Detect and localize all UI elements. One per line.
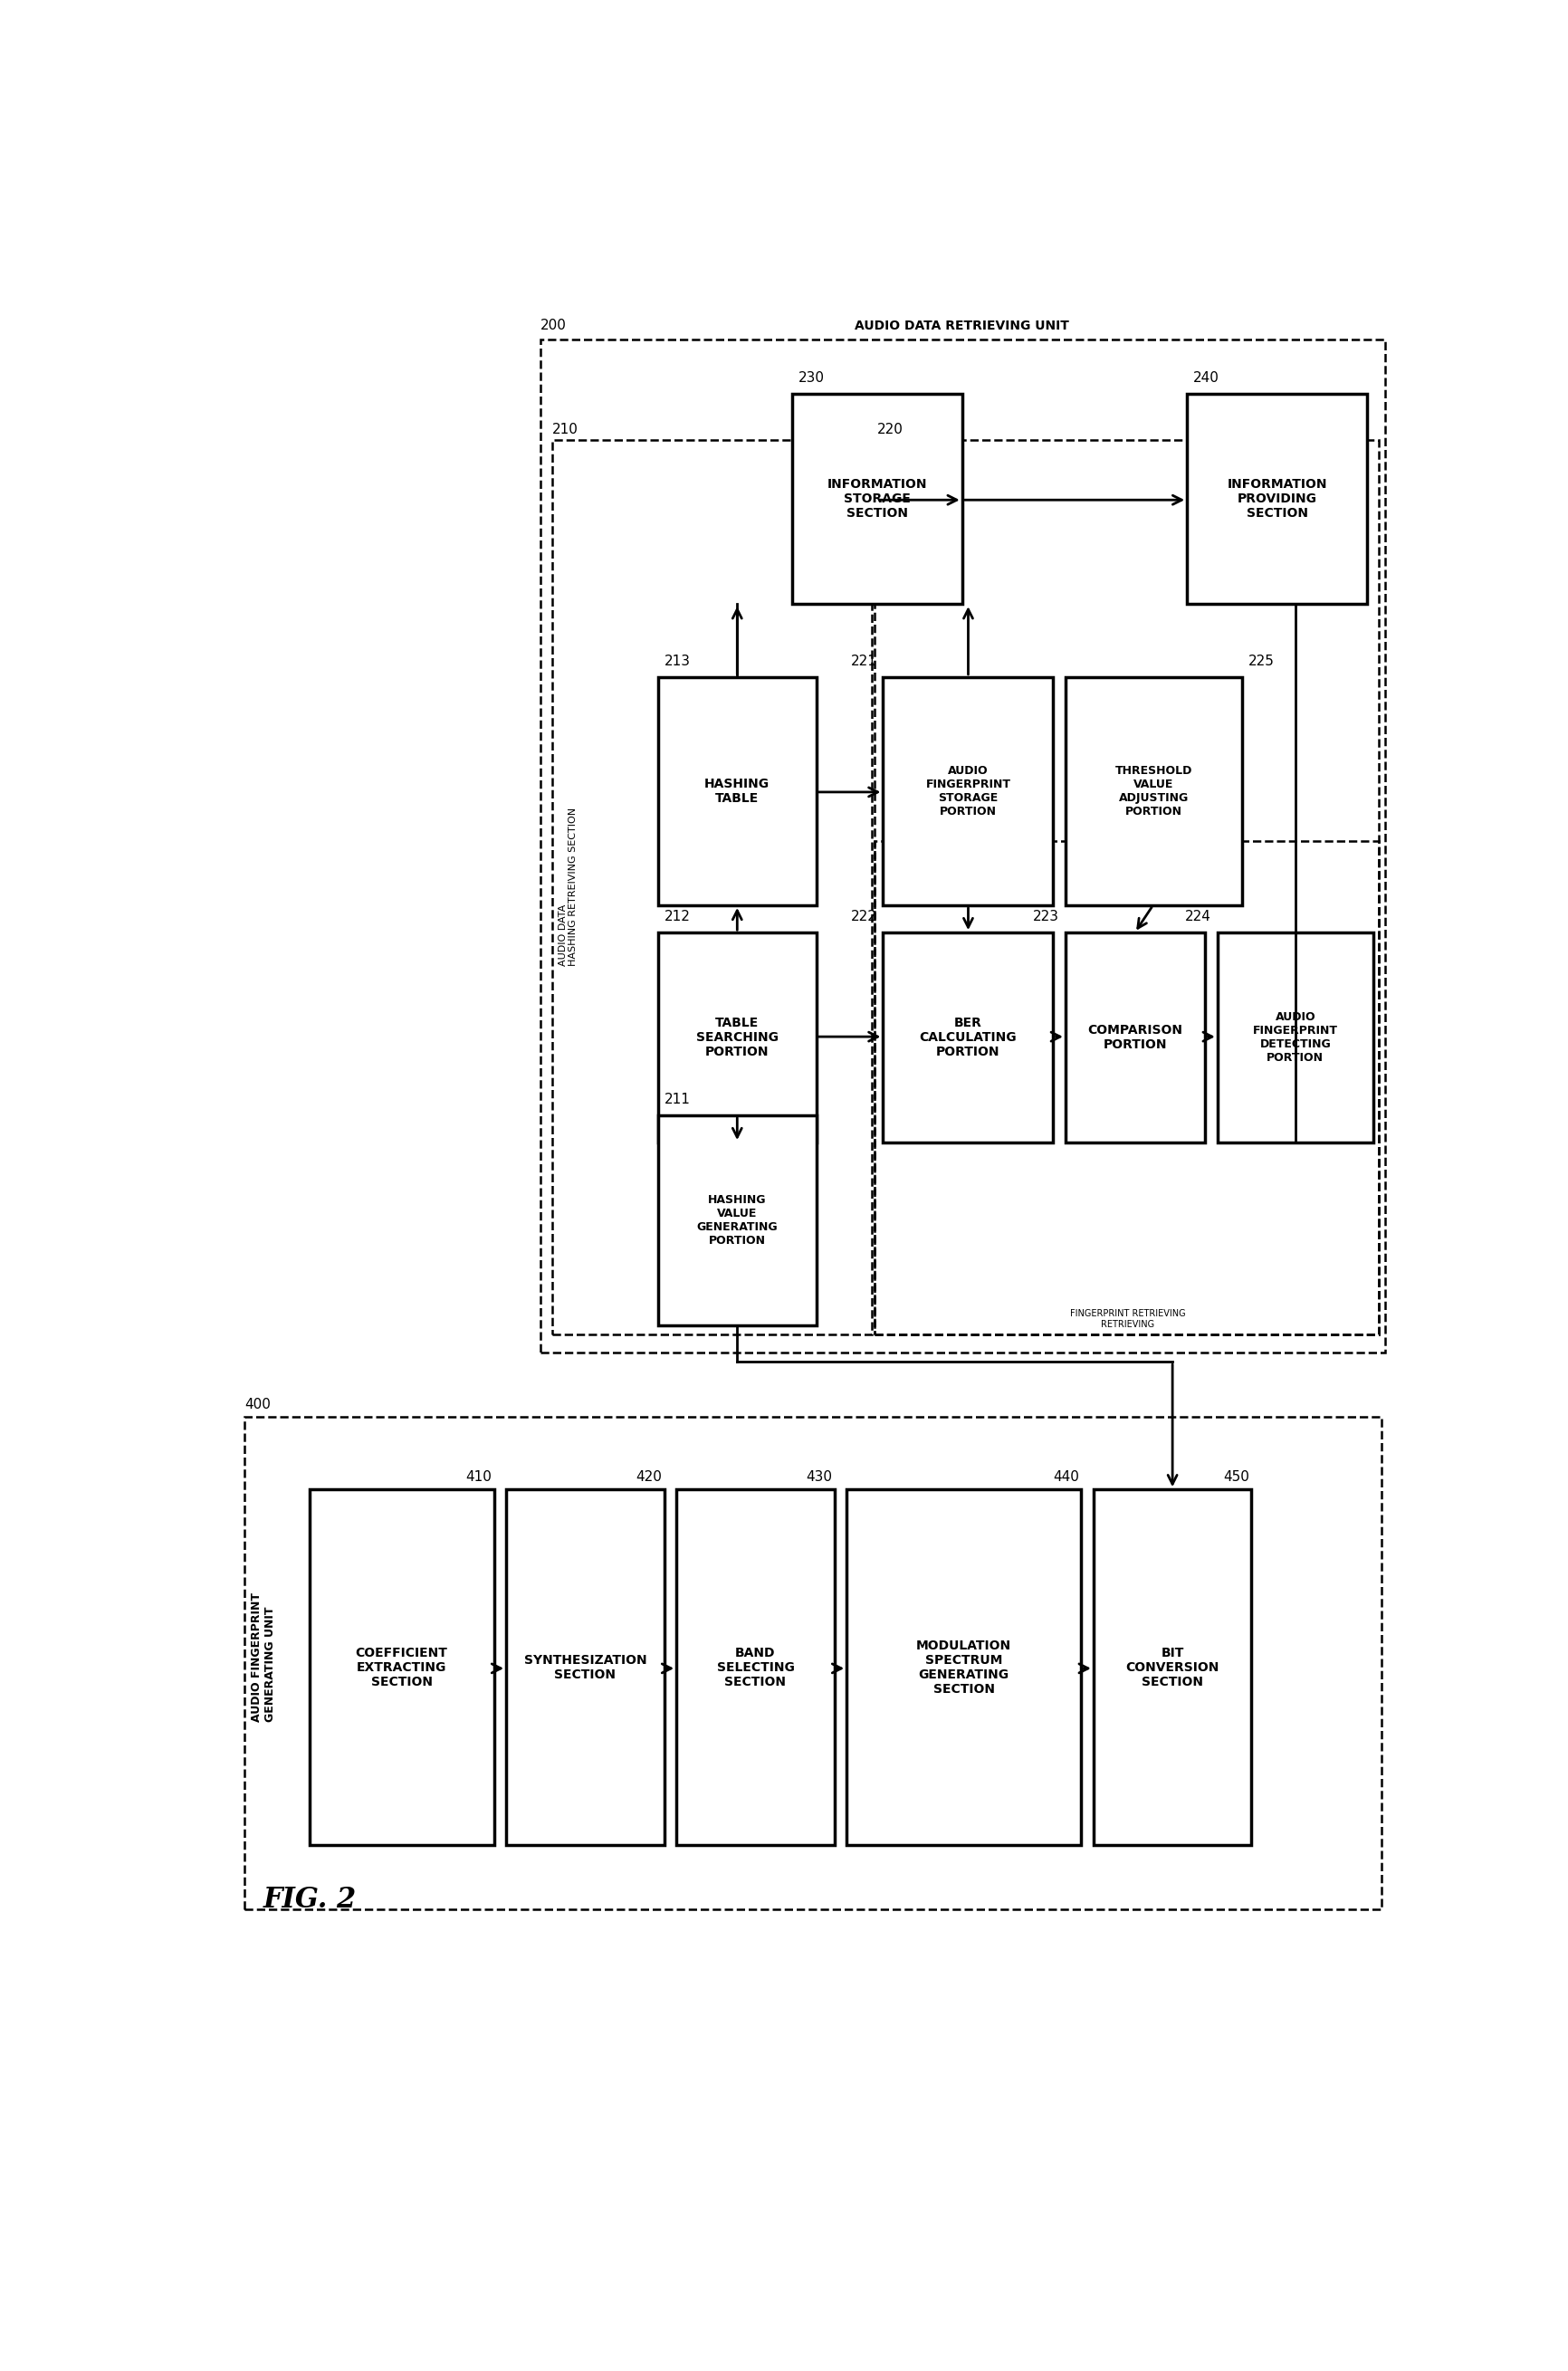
Bar	[539, 339, 1385, 1351]
Text: 220: 220	[877, 422, 903, 436]
Text: BER
CALCULATING
PORTION: BER CALCULATING PORTION	[919, 1017, 1016, 1057]
Text: BIT
CONVERSION
SECTION: BIT CONVERSION SECTION	[1124, 1645, 1218, 1688]
Bar	[1093, 1489, 1251, 1845]
Text: AUDIO
FINGERPRINT
STORAGE
PORTION: AUDIO FINGERPRINT STORAGE PORTION	[925, 766, 1010, 818]
Text: AUDIO DATA
HASHING RETREIVING SECTION: AUDIO DATA HASHING RETREIVING SECTION	[558, 809, 577, 967]
Bar	[659, 1114, 815, 1325]
Text: 230: 230	[798, 372, 823, 384]
Text: FINGERPRINT RETRIEVING
RETRIEVING: FINGERPRINT RETRIEVING RETRIEVING	[1069, 1309, 1184, 1328]
Text: 224: 224	[1184, 910, 1210, 922]
Bar	[245, 1415, 1381, 1909]
Text: BAND
SELECTING
SECTION: BAND SELECTING SECTION	[717, 1645, 793, 1688]
Text: 440: 440	[1052, 1470, 1079, 1484]
Text: TABLE
SEARCHING
PORTION: TABLE SEARCHING PORTION	[696, 1017, 778, 1057]
Text: 211: 211	[663, 1093, 690, 1105]
Text: 225: 225	[1247, 654, 1273, 669]
Text: 210: 210	[552, 422, 579, 436]
Bar	[676, 1489, 834, 1845]
Bar	[883, 678, 1052, 906]
Text: HASHING
VALUE
GENERATING
PORTION: HASHING VALUE GENERATING PORTION	[696, 1195, 778, 1247]
Text: INFORMATION
PROVIDING
SECTION: INFORMATION PROVIDING SECTION	[1226, 479, 1327, 519]
Bar	[847, 1489, 1080, 1845]
Text: 221: 221	[850, 654, 877, 669]
Text: 410: 410	[466, 1470, 491, 1484]
Bar	[1217, 932, 1372, 1143]
Bar	[873, 439, 1378, 1335]
Bar	[873, 842, 1378, 1335]
Text: INFORMATION
STORAGE
SECTION: INFORMATION STORAGE SECTION	[826, 479, 927, 519]
Bar	[1187, 394, 1366, 605]
Text: 222: 222	[850, 910, 877, 922]
Text: COEFFICIENT
EXTRACTING
SECTION: COEFFICIENT EXTRACTING SECTION	[356, 1645, 447, 1688]
Text: AUDIO DATA RETRIEVING UNIT: AUDIO DATA RETRIEVING UNIT	[855, 320, 1069, 332]
Bar	[1065, 932, 1204, 1143]
Text: 213: 213	[663, 654, 690, 669]
Bar	[659, 678, 815, 906]
Text: COMPARISON
PORTION: COMPARISON PORTION	[1087, 1024, 1182, 1050]
Text: 223: 223	[1033, 910, 1058, 922]
Text: AUDIO FINGERPRINT
GENERATING UNIT: AUDIO FINGERPRINT GENERATING UNIT	[251, 1593, 276, 1721]
Text: FIG. 2: FIG. 2	[263, 1887, 356, 1913]
Bar	[659, 932, 815, 1143]
Bar	[792, 394, 961, 605]
Text: THRESHOLD
VALUE
ADJUSTING
PORTION: THRESHOLD VALUE ADJUSTING PORTION	[1115, 766, 1192, 818]
Text: AUDIO
FINGERPRINT
DETECTING
PORTION: AUDIO FINGERPRINT DETECTING PORTION	[1251, 1012, 1338, 1065]
Text: HASHING
TABLE: HASHING TABLE	[704, 778, 770, 804]
Text: 450: 450	[1221, 1470, 1248, 1484]
Text: MODULATION
SPECTRUM
GENERATING
SECTION: MODULATION SPECTRUM GENERATING SECTION	[916, 1638, 1011, 1695]
Bar	[506, 1489, 663, 1845]
Text: 420: 420	[635, 1470, 662, 1484]
Text: 430: 430	[806, 1470, 831, 1484]
Bar	[309, 1489, 494, 1845]
Bar	[883, 932, 1052, 1143]
Text: SYNTHESIZATION
SECTION: SYNTHESIZATION SECTION	[524, 1655, 646, 1681]
Text: 240: 240	[1192, 372, 1218, 384]
Text: 400: 400	[245, 1397, 271, 1411]
Bar	[1065, 678, 1242, 906]
Text: 200: 200	[539, 318, 566, 332]
Text: 212: 212	[663, 910, 690, 922]
Bar	[552, 439, 872, 1335]
